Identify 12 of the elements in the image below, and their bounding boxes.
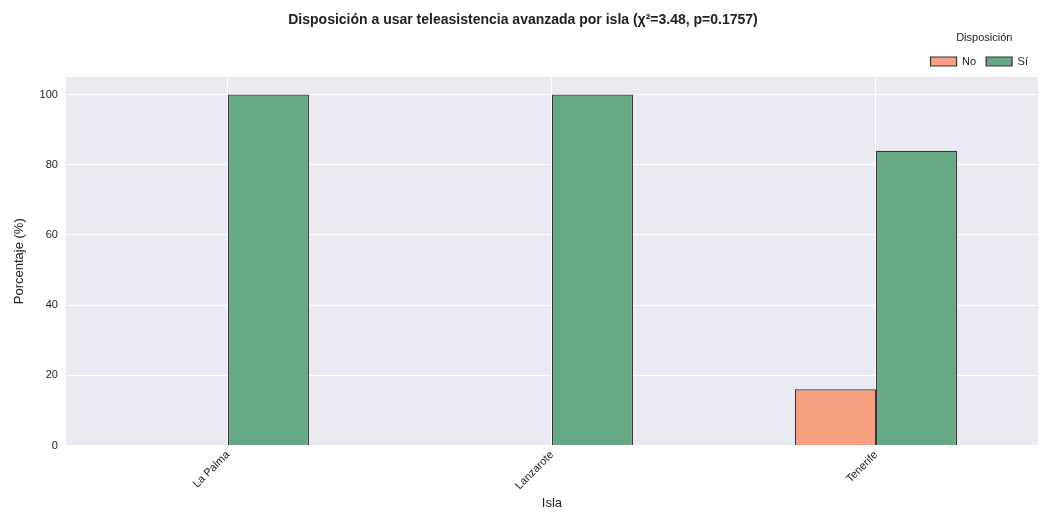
- y-tick-label: 40: [45, 298, 58, 311]
- y-tick-label: 80: [45, 157, 58, 170]
- y-axis-title: Porcentaje (%): [11, 218, 27, 305]
- y-tick-label: 20: [45, 368, 58, 381]
- y-tick-label: 0: [51, 438, 58, 451]
- x-axis-title: Isla: [541, 494, 563, 510]
- y-tick-label: 60: [45, 227, 58, 240]
- y-tick-label: 100: [39, 87, 58, 100]
- legend-title: Disposición: [956, 31, 1013, 44]
- chart-title: Disposición a usar teleasistencia avanzada por isla (χ²=3.48, p=0.1757): [288, 11, 758, 28]
- legend-label: No: [962, 54, 977, 67]
- legend-label: Sí: [1017, 54, 1029, 67]
